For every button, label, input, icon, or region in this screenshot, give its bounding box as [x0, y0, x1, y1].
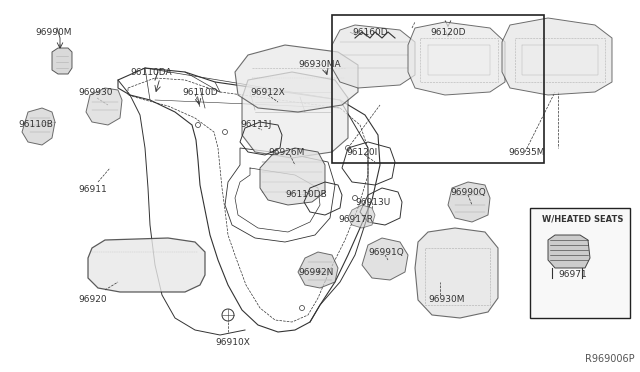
Polygon shape	[332, 25, 415, 88]
Polygon shape	[348, 205, 375, 228]
Text: 96992N: 96992N	[298, 268, 333, 277]
Text: 96990Q: 96990Q	[450, 188, 486, 197]
Text: 96935M: 96935M	[508, 148, 545, 157]
Polygon shape	[235, 45, 358, 112]
Text: 96917R: 96917R	[338, 215, 373, 224]
Polygon shape	[448, 182, 490, 222]
Polygon shape	[502, 18, 612, 95]
Text: 96930MA: 96930MA	[298, 60, 340, 69]
Bar	[530, 208, 630, 318]
Polygon shape	[260, 148, 325, 205]
Circle shape	[300, 305, 305, 311]
Text: 96912X: 96912X	[250, 88, 285, 97]
Text: 96110B: 96110B	[18, 120, 53, 129]
Text: R969006P: R969006P	[586, 354, 635, 364]
Polygon shape	[415, 228, 498, 318]
Polygon shape	[362, 238, 408, 280]
Text: 96991Q: 96991Q	[368, 248, 404, 257]
Text: 96910X: 96910X	[215, 338, 250, 347]
Text: 96971: 96971	[558, 270, 587, 279]
Text: 96110DA: 96110DA	[130, 68, 172, 77]
Polygon shape	[242, 72, 348, 158]
Text: 96911: 96911	[78, 185, 107, 194]
Text: 96120D: 96120D	[430, 28, 465, 37]
Polygon shape	[408, 22, 505, 95]
Text: 96111J: 96111J	[240, 120, 271, 129]
Text: 96990M: 96990M	[35, 28, 72, 37]
Circle shape	[223, 129, 227, 135]
Polygon shape	[548, 235, 590, 268]
Circle shape	[346, 145, 351, 151]
Circle shape	[195, 122, 200, 128]
Text: 96920: 96920	[78, 295, 107, 304]
Text: 96110D: 96110D	[182, 88, 218, 97]
Text: 96160D: 96160D	[352, 28, 388, 37]
Text: 96110DB: 96110DB	[285, 190, 327, 199]
Polygon shape	[52, 48, 72, 74]
Text: 969930: 969930	[78, 88, 113, 97]
Text: 96120I: 96120I	[346, 148, 377, 157]
Polygon shape	[88, 238, 205, 292]
Polygon shape	[86, 88, 122, 125]
Text: 96926M: 96926M	[268, 148, 305, 157]
Text: W/HEATED SEATS: W/HEATED SEATS	[542, 215, 623, 224]
Bar	[332, 15, 544, 163]
Polygon shape	[22, 108, 55, 145]
Text: 96913U: 96913U	[355, 198, 390, 207]
Text: 96930M: 96930M	[428, 295, 465, 304]
Polygon shape	[298, 252, 338, 288]
Circle shape	[353, 196, 358, 201]
